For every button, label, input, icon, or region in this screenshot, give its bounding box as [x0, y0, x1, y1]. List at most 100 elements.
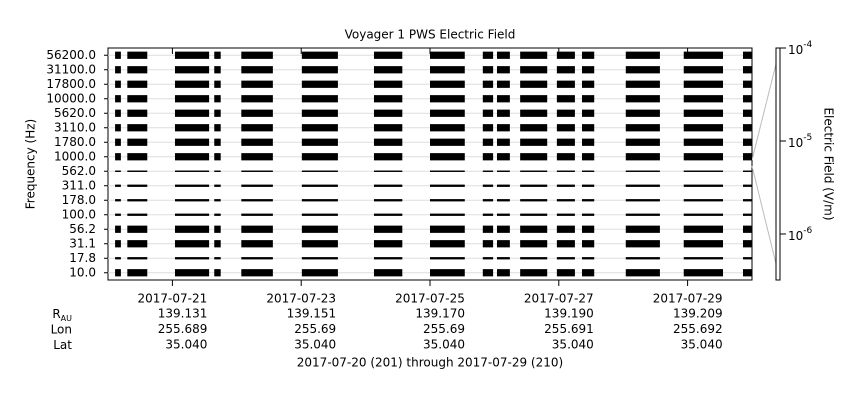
- data-band: [430, 170, 465, 172]
- data-band: [683, 80, 724, 88]
- data-band: [241, 80, 273, 88]
- data-band: [430, 124, 465, 132]
- chart-title: Voyager 1 PWS Electric Field: [345, 28, 516, 42]
- data-band: [373, 213, 403, 216]
- data-band: [301, 138, 338, 146]
- data-band: [127, 184, 148, 187]
- data-band: [174, 225, 210, 233]
- data-band: [683, 240, 724, 248]
- data-band: [301, 225, 338, 233]
- data-band: [241, 66, 273, 74]
- data-band: [520, 153, 548, 161]
- data-band: [556, 225, 575, 233]
- data-band: [430, 213, 465, 216]
- data-band: [581, 213, 595, 216]
- data-band: [482, 66, 494, 74]
- data-band: [373, 184, 403, 187]
- y-tick-label: 1000.0: [54, 149, 96, 163]
- data-band: [115, 199, 121, 202]
- footer: 2017-07-20 (201) through 2017-07-29 (210…: [297, 356, 563, 370]
- y-tick-label: 10000.0: [46, 91, 96, 105]
- data-band: [520, 199, 548, 202]
- ephemeris-value: 35.040: [423, 338, 465, 352]
- data-band: [496, 269, 510, 277]
- colorbar-label: Electric Field (V/m): [822, 107, 836, 220]
- data-band: [373, 269, 403, 277]
- data-band: [520, 109, 548, 117]
- ephemeris-label-sub: AU: [61, 314, 72, 323]
- data-band: [482, 225, 494, 233]
- data-band: [373, 199, 403, 202]
- data-band: [430, 153, 465, 161]
- data-band: [482, 199, 494, 202]
- data-band: [430, 184, 465, 187]
- data-band: [174, 80, 210, 88]
- data-band: [127, 170, 148, 172]
- data-band: [214, 66, 221, 74]
- data-band: [581, 109, 595, 117]
- data-band: [482, 124, 494, 132]
- data-band: [742, 66, 752, 74]
- data-band: [496, 138, 510, 146]
- data-band: [625, 257, 660, 260]
- data-band: [683, 66, 724, 74]
- data-band: [115, 213, 121, 216]
- data-band: [683, 153, 724, 161]
- data-band: [430, 199, 465, 202]
- data-band: [430, 95, 465, 103]
- data-band: [625, 124, 660, 132]
- data-band: [214, 124, 221, 132]
- data-band: [581, 225, 595, 233]
- data-band: [625, 109, 660, 117]
- data-band: [214, 184, 221, 187]
- ephemeris-label: Lon: [51, 322, 72, 336]
- data-band: [241, 225, 273, 233]
- data-band: [742, 124, 752, 132]
- data-band: [373, 66, 403, 74]
- data-band: [241, 51, 273, 59]
- ephemeris-value: 255.691: [544, 322, 594, 336]
- data-band: [214, 138, 221, 146]
- data-band: [241, 95, 273, 103]
- data-band: [683, 95, 724, 103]
- data-band: [482, 109, 494, 117]
- data-band: [301, 269, 338, 277]
- data-band: [373, 170, 403, 172]
- data-band: [742, 109, 752, 117]
- data-band: [683, 225, 724, 233]
- y-tick-label: 562.0: [62, 164, 96, 178]
- data-band: [115, 66, 121, 74]
- data-band: [520, 138, 548, 146]
- data-band: [683, 199, 724, 202]
- data-band: [581, 80, 595, 88]
- y-tick-label: 1780.0: [54, 135, 96, 149]
- data-band: [174, 199, 210, 202]
- data-band: [625, 213, 660, 216]
- data-band: [174, 124, 210, 132]
- data-band: [556, 153, 575, 161]
- y-tick-label: 31100.0: [46, 62, 96, 76]
- data-band: [214, 80, 221, 88]
- data-band: [625, 80, 660, 88]
- data-band: [683, 213, 724, 216]
- colorbar-tick-label: 10-4: [788, 40, 813, 57]
- data-band: [174, 95, 210, 103]
- ephemeris-value: 139.151: [287, 307, 337, 321]
- data-band: [214, 109, 221, 117]
- ephemeris-value: 35.040: [552, 338, 594, 352]
- data-band: [174, 109, 210, 117]
- data-band: [742, 153, 752, 161]
- colorbar-connector: [751, 47, 781, 161]
- ephemeris-value: 139.209: [673, 307, 723, 321]
- data-band: [556, 184, 575, 187]
- data-band: [214, 153, 221, 161]
- data-band: [127, 269, 148, 277]
- data-band: [373, 225, 403, 233]
- data-band: [742, 95, 752, 103]
- data-band: [482, 213, 494, 216]
- data-band: [241, 240, 273, 248]
- data-band: [301, 51, 338, 59]
- ephemeris-value: 255.692: [673, 322, 723, 336]
- data-band: [115, 170, 121, 172]
- data-band: [496, 225, 510, 233]
